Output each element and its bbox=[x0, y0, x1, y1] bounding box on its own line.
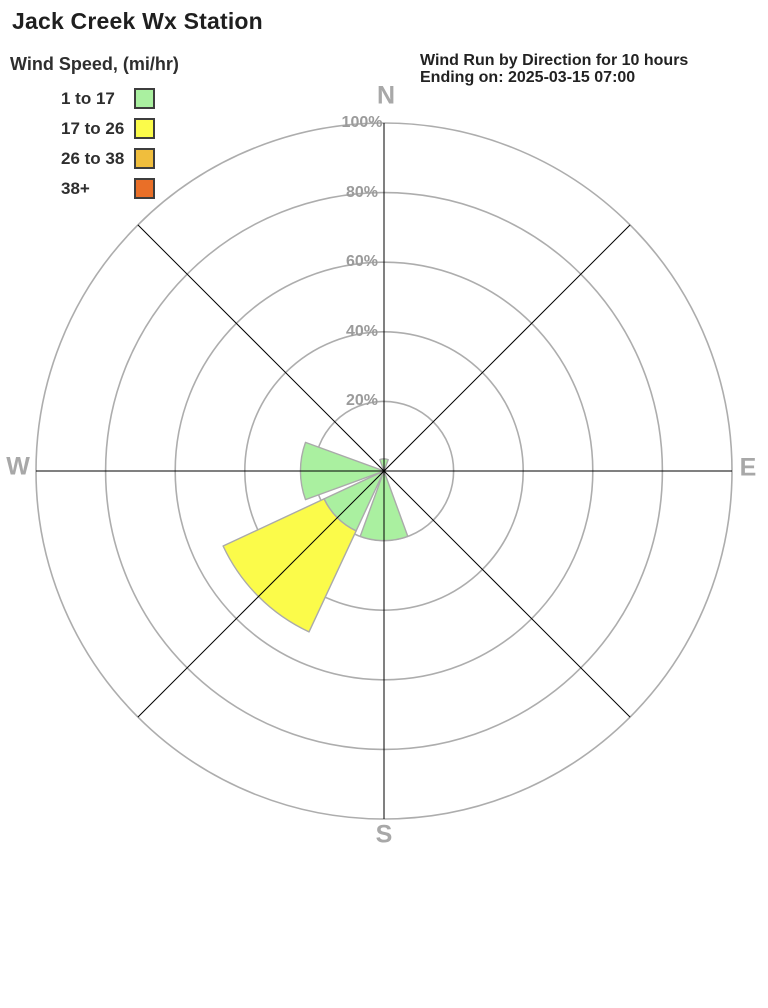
ring-label: 20% bbox=[345, 392, 379, 409]
legend-swatch-green bbox=[134, 88, 155, 109]
legend-swatch-amber bbox=[134, 148, 155, 169]
ring-label: 100% bbox=[341, 114, 383, 131]
legend-item-label: 17 to 26 bbox=[61, 119, 125, 138]
axis-line bbox=[137, 224, 631, 718]
compass-label-west: W bbox=[6, 452, 30, 481]
legend-item: 26 to 38 bbox=[61, 148, 155, 173]
chart-subtitle-block: Wind Run by Direction for 10 hours Endin… bbox=[420, 52, 688, 86]
compass-label-north: N bbox=[376, 81, 396, 110]
legend-title: Wind Speed, (mi/hr) bbox=[10, 54, 179, 74]
legend-item-label: 1 to 17 bbox=[61, 89, 115, 108]
axis-lines bbox=[36, 123, 732, 819]
legend-item: 38+ bbox=[61, 178, 155, 203]
ring-label: 80% bbox=[345, 184, 379, 201]
legend-item-label: 38+ bbox=[61, 179, 90, 198]
compass-label-east: E bbox=[739, 453, 757, 482]
ring-label: 60% bbox=[345, 253, 379, 270]
legend-item-label: 26 to 38 bbox=[61, 149, 125, 168]
chart-subtitle-line1: Wind Run by Direction for 10 hours bbox=[420, 52, 689, 69]
legend-item: 1 to 17 bbox=[61, 88, 155, 113]
legend-swatch-orange bbox=[134, 178, 155, 199]
legend-item: 17 to 26 bbox=[61, 118, 155, 143]
chart-subtitle-line2: Ending on: 2025-03-15 07:00 bbox=[420, 69, 636, 86]
ring-label: 40% bbox=[345, 323, 379, 340]
compass-label-south: S bbox=[375, 820, 393, 849]
legend-swatch-yellow bbox=[134, 118, 155, 139]
page-title: Jack Creek Wx Station bbox=[12, 8, 263, 34]
